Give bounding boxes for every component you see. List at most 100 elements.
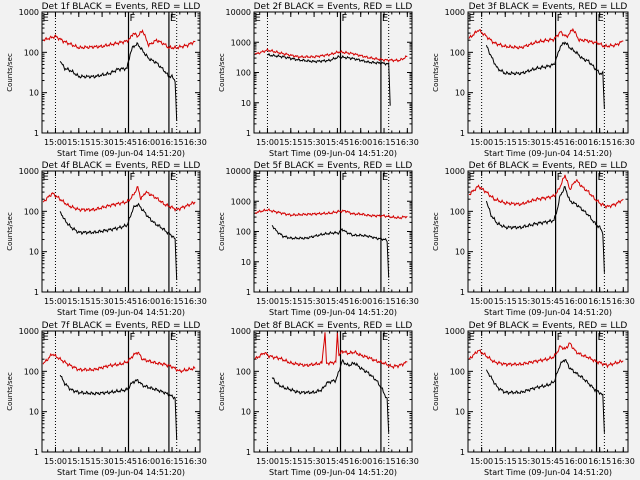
x-axis-label: Start Time (09-Jun-04 14:51:20) xyxy=(57,308,185,317)
y-tick-label: 10 xyxy=(455,248,465,257)
panel-title: Det 7f BLACK = Events, RED = LLD xyxy=(42,321,201,331)
panel-title: Det 1f BLACK = Events, RED = LLD xyxy=(42,2,201,12)
x-tick-label: 16:15 xyxy=(372,138,395,147)
y-axis-label: Counts/sec xyxy=(218,372,226,411)
y-axis-label: Counts/sec xyxy=(432,53,440,92)
x-tick-label: 16:30 xyxy=(184,457,207,466)
x-tick-label: 16:00 xyxy=(565,297,588,306)
marker-label-e: E xyxy=(468,332,474,343)
series-lld-red xyxy=(254,47,408,63)
y-axis-label: Counts/sec xyxy=(6,53,14,92)
x-tick-label: 16:15 xyxy=(372,297,395,306)
x-tick-label: 15:45 xyxy=(114,138,137,147)
series-events-black xyxy=(59,41,178,121)
series-lld-red xyxy=(254,332,408,370)
x-axis-label: Start Time (09-Jun-04 14:51:20) xyxy=(484,149,612,158)
x-tick-label: 16:15 xyxy=(372,457,395,466)
y-tick-label: 1 xyxy=(34,288,39,297)
x-tick-label: 15:30 xyxy=(517,457,540,466)
x-tick-label: 15:30 xyxy=(91,138,114,147)
y-tick-label: 1 xyxy=(246,129,251,138)
x-tick-label: 15:45 xyxy=(326,457,349,466)
panel-title: Det 4f BLACK = Events, RED = LLD xyxy=(42,161,201,171)
x-tick-label: 15:00 xyxy=(44,138,67,147)
x-tick-label: 16:00 xyxy=(137,297,160,306)
marker-label-e: E xyxy=(382,13,388,24)
panel-det-9: Det 9f BLACK = Events, RED = LLD Counts/s… xyxy=(432,321,635,477)
x-tick-label: 15:30 xyxy=(303,138,326,147)
series-lld-red xyxy=(42,29,196,50)
y-tick-label: 100 xyxy=(236,228,251,237)
x-tick-label: 16:30 xyxy=(612,297,635,306)
panel-det-7: Det 7f BLACK = Events, RED = LLD Counts/s… xyxy=(6,321,207,477)
panel-title: Det 5f BLACK = Events, RED = LLD xyxy=(254,161,413,171)
y-tick-label: 100 xyxy=(450,48,465,57)
x-tick-label: 15:45 xyxy=(326,138,349,147)
marker-label-f: F xyxy=(130,172,136,183)
x-tick-label: 15:15 xyxy=(67,138,90,147)
plot-frame xyxy=(41,11,201,134)
x-tick-label: 16:00 xyxy=(349,297,372,306)
x-tick-label: 16:00 xyxy=(349,138,372,147)
marker-label-e: E xyxy=(42,13,48,24)
plot-frame xyxy=(467,170,629,293)
panel-det-4: Det 4f BLACK = Events, RED = LLD Counts/s… xyxy=(6,161,207,317)
marker-label-f: F xyxy=(557,172,563,183)
panel-title: Det 9f BLACK = Events, RED = LLD xyxy=(469,321,628,331)
marker-label-e: E xyxy=(170,332,176,343)
x-tick-label: 16:30 xyxy=(396,138,419,147)
y-tick-label: 10 xyxy=(29,248,39,257)
x-tick-label: 16:15 xyxy=(588,457,611,466)
x-tick-label: 15:00 xyxy=(44,297,67,306)
y-axis-label: Counts/sec xyxy=(6,372,14,411)
y-tick-label: 100 xyxy=(24,207,39,216)
marker-label-e: E xyxy=(42,172,48,183)
x-axis-label: Start Time (09-Jun-04 14:51:20) xyxy=(269,308,397,317)
y-tick-label: 1000 xyxy=(19,167,39,176)
series-lld-red xyxy=(254,208,408,220)
x-tick-label: 16:15 xyxy=(160,297,183,306)
x-tick-label: 16:30 xyxy=(184,138,207,147)
series-lld-red xyxy=(42,185,196,213)
y-tick-label: 10 xyxy=(241,408,251,417)
marker-label-f: F xyxy=(557,13,563,24)
x-tick-label: 15:00 xyxy=(256,297,279,306)
x-tick-label: 16:00 xyxy=(565,138,588,147)
x-tick-label: 15:15 xyxy=(279,138,302,147)
marker-label-f: F xyxy=(342,332,348,343)
marker-label-e: E xyxy=(254,172,260,183)
y-tick-label: 1 xyxy=(460,288,465,297)
x-tick-label: 16:00 xyxy=(565,457,588,466)
x-tick-label: 16:30 xyxy=(396,297,419,306)
plot-frame xyxy=(253,330,413,453)
x-tick-label: 16:00 xyxy=(137,138,160,147)
x-axis-label: Start Time (09-Jun-04 14:51:20) xyxy=(57,468,185,477)
y-tick-label: 1 xyxy=(460,448,465,457)
marker-label-e: E xyxy=(598,13,604,24)
panel-title: Det 3f BLACK = Events, RED = LLD xyxy=(469,2,628,12)
x-tick-label: 15:00 xyxy=(256,138,279,147)
marker-label-e: E xyxy=(170,172,176,183)
series-events-black xyxy=(59,202,178,280)
y-tick-label: 10 xyxy=(241,99,251,108)
x-tick-label: 15:00 xyxy=(44,457,67,466)
plot-frame xyxy=(467,11,629,134)
x-tick-label: 16:00 xyxy=(349,457,372,466)
x-tick-label: 16:15 xyxy=(160,138,183,147)
series-events-black xyxy=(485,359,605,433)
x-tick-label: 15:45 xyxy=(114,297,137,306)
x-axis-label: Start Time (09-Jun-04 14:51:20) xyxy=(57,149,185,158)
series-lld-red xyxy=(468,342,624,369)
y-axis-label: Counts/sec xyxy=(432,372,440,411)
x-tick-label: 15:45 xyxy=(541,138,564,147)
y-tick-label: 10 xyxy=(455,89,465,98)
x-tick-label: 16:15 xyxy=(160,457,183,466)
x-tick-label: 15:30 xyxy=(303,297,326,306)
marker-label-f: F xyxy=(130,332,136,343)
y-tick-label: 100 xyxy=(236,367,251,376)
marker-label-e: E xyxy=(254,332,260,343)
panel-det-1: Det 1f BLACK = Events, RED = LLD Counts/s… xyxy=(6,2,207,158)
series-events-black xyxy=(485,186,605,273)
x-tick-label: 15:15 xyxy=(494,138,517,147)
